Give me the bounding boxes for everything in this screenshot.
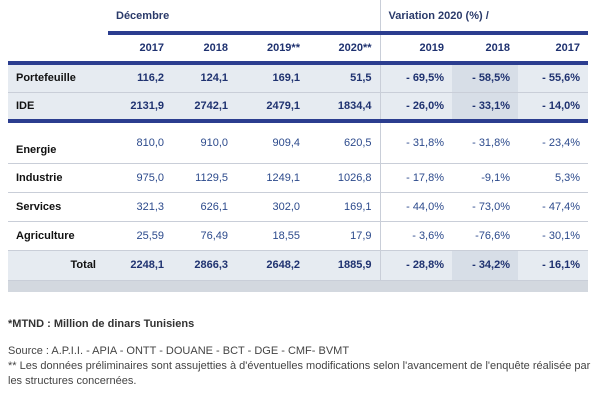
table-cell: 909,4: [236, 121, 308, 164]
table-row-portefeuille: Portefeuille 116,2 124,1 169,1 51,5 - 69…: [8, 63, 589, 93]
table-cell: - 44,0%: [379, 192, 453, 222]
header-group-row: Décembre Variation 2020 (%) /: [8, 0, 589, 35]
table-cell: 2131,9: [108, 92, 172, 123]
table-cell: - 3,6%: [379, 221, 453, 251]
header-variation-year: 2018: [452, 33, 519, 65]
table-cell: - 28,8%: [379, 250, 453, 281]
header-variation-year: 2019: [379, 33, 453, 65]
row-label: Portefeuille: [8, 63, 108, 93]
table-cell: 116,2: [108, 63, 172, 93]
table-row-total: Total 2248,1 2866,3 2648,2 1885,9 - 28,8…: [8, 250, 589, 281]
table-cell: 2648,2: [236, 250, 308, 281]
table-cell: 169,1: [236, 63, 308, 93]
table-cell: - 55,6%: [518, 63, 589, 93]
table-footer-bar: [8, 280, 588, 292]
row-label: Services: [8, 192, 108, 222]
header-year: 2018: [172, 33, 236, 65]
row-label-total: Total: [8, 250, 108, 281]
table-cell: 169,1: [308, 192, 381, 222]
table-cell: 1834,4: [308, 92, 381, 123]
table-row-agriculture: Agriculture 25,59 76,49 18,55 17,9 - 3,6…: [8, 221, 589, 251]
table-cell: - 17,8%: [379, 163, 453, 193]
table-cell: - 31,8%: [379, 121, 453, 164]
table-cell: 626,1: [172, 192, 236, 222]
table-cell: 18,55: [236, 221, 308, 251]
table-row-ide: IDE 2131,9 2742,1 2479,1 1834,4 - 26,0% …: [8, 92, 589, 123]
header-years-row: 2017 2018 2019** 2020** 2019 2018 2017: [8, 33, 589, 65]
table-cell: - 30,1%: [518, 221, 589, 251]
table-cell: 975,0: [108, 163, 172, 193]
header-group-variation: Variation 2020 (%) /: [379, 0, 589, 35]
investment-table-container: Décembre Variation 2020 (%) / 2017 2018 …: [8, 0, 589, 292]
table-cell: 321,3: [108, 192, 172, 222]
source-note: Source : A.P.I.I. - APIA - ONTT - DOUANE…: [8, 345, 350, 357]
header-year: 2017: [108, 33, 172, 65]
table-cell: 1249,1: [236, 163, 308, 193]
table-cell: - 31,8%: [452, 121, 519, 164]
table-cell: - 23,4%: [518, 121, 589, 164]
table-cell: - 14,0%: [518, 92, 589, 123]
table-cell: - 73,0%: [452, 192, 519, 222]
header-group-decembre: Décembre: [108, 0, 381, 35]
table-cell: - 69,5%: [379, 63, 453, 93]
header-variation-year: 2017: [518, 33, 589, 65]
table-cell: 1026,8: [308, 163, 381, 193]
row-label: Industrie: [8, 163, 108, 193]
table-cell: 302,0: [236, 192, 308, 222]
header-years-corner: [8, 33, 108, 65]
table-cell: 17,9: [308, 221, 381, 251]
table-cell: 2248,1: [108, 250, 172, 281]
table-cell: - 47,4%: [518, 192, 589, 222]
table-cell: - 34,2%: [452, 250, 519, 281]
table-cell: 25,59: [108, 221, 172, 251]
header-year: 2020**: [308, 33, 381, 65]
row-label: Energie: [8, 121, 108, 164]
header-year: 2019**: [236, 33, 308, 65]
table-row-industrie: Industrie 975,0 1129,5 1249,1 1026,8 - 1…: [8, 163, 589, 193]
unit-note: *MTND : Million de dinars Tunisiens: [8, 318, 195, 330]
table-cell: 2479,1: [236, 92, 308, 123]
table-cell: 2742,1: [172, 92, 236, 123]
investment-table: Décembre Variation 2020 (%) / 2017 2018 …: [8, 0, 589, 281]
table-cell: 620,5: [308, 121, 381, 164]
table-cell: 2866,3: [172, 250, 236, 281]
table-cell: 1129,5: [172, 163, 236, 193]
preliminary-note: ** Les données préliminaires sont assuje…: [8, 360, 591, 387]
table-cell: - 58,5%: [452, 63, 519, 93]
table-cell: 5,3%: [518, 163, 589, 193]
table-cell: -76,6%: [452, 221, 519, 251]
table-row-services: Services 321,3 626,1 302,0 169,1 - 44,0%…: [8, 192, 589, 222]
table-cell: 51,5: [308, 63, 381, 93]
table-cell: - 26,0%: [379, 92, 453, 123]
table-cell: 124,1: [172, 63, 236, 93]
table-cell: 910,0: [172, 121, 236, 164]
table-cell: 1885,9: [308, 250, 381, 281]
row-label: IDE: [8, 92, 108, 123]
header-corner: [8, 0, 108, 33]
table-cell: -9,1%: [452, 163, 519, 193]
table-cell: 810,0: [108, 121, 172, 164]
table-cell: - 33,1%: [452, 92, 519, 123]
table-notes: *MTND : Million de dinars Tunisiens Sour…: [8, 318, 593, 389]
table-cell: 76,49: [172, 221, 236, 251]
table-row-energie: Energie 810,0 910,0 909,4 620,5 - 31,8% …: [8, 121, 589, 164]
row-label: Agriculture: [8, 221, 108, 251]
table-cell: - 16,1%: [518, 250, 589, 281]
